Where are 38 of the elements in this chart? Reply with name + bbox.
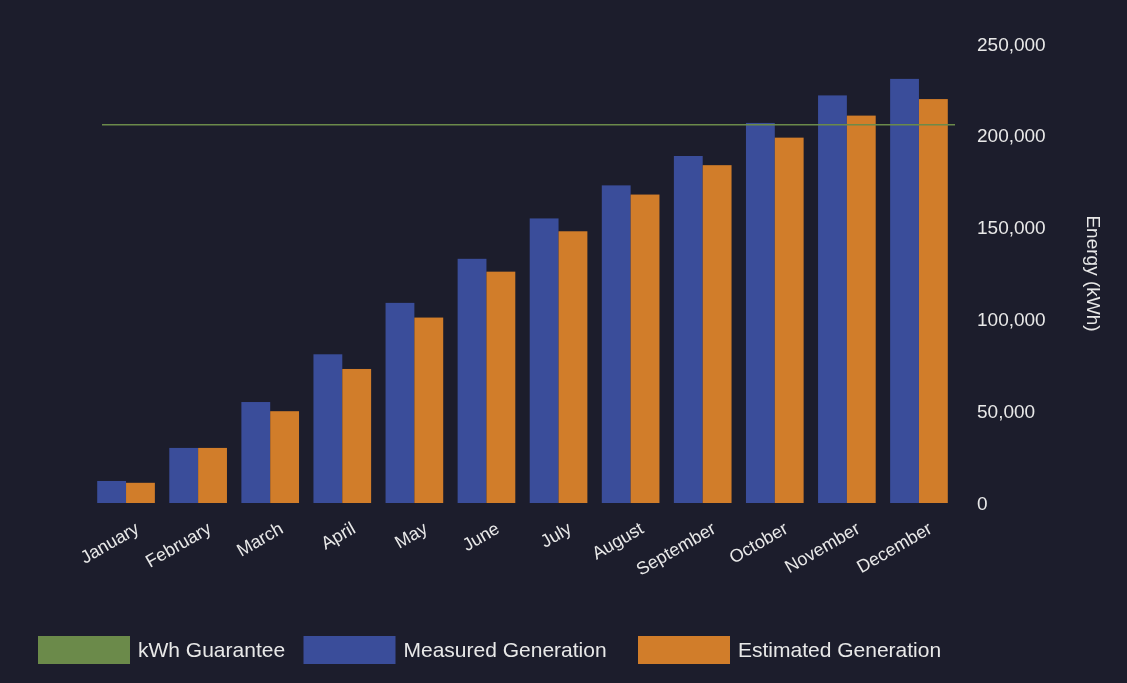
bar [673, 156, 703, 503]
x-tick-label: July [537, 518, 575, 552]
bar [890, 78, 919, 503]
bar [241, 402, 271, 503]
bar [169, 447, 199, 503]
y-tick-label: 0 [977, 492, 988, 514]
legend-label: Measured Generation [403, 638, 607, 662]
y-tick-label: 250,000 [977, 33, 1046, 55]
bar [313, 354, 343, 503]
y-tick-label: 150,000 [977, 217, 1046, 239]
bar [601, 185, 631, 503]
bar [529, 218, 559, 503]
bar [745, 122, 775, 503]
bar [774, 137, 804, 503]
bar [918, 99, 948, 503]
bar [818, 95, 847, 503]
bar [486, 271, 516, 503]
bar [558, 231, 588, 503]
bar [385, 302, 415, 503]
x-tick-label: April [317, 518, 359, 554]
bar [846, 115, 876, 503]
bar [702, 165, 732, 503]
x-tick-label: May [391, 518, 431, 553]
bar [457, 258, 487, 503]
bar [198, 447, 227, 503]
y-tick-label: 50,000 [977, 400, 1036, 422]
bar [342, 368, 372, 503]
y-tick-label: 200,000 [977, 125, 1046, 147]
legend-label: kWh Guarantee [138, 638, 286, 662]
y-tick-label: 100,000 [977, 309, 1046, 331]
legend-label: Estimated Generation [738, 638, 942, 662]
x-tick-label: June [458, 518, 503, 555]
bar [630, 194, 660, 503]
bar [414, 317, 444, 503]
bar [270, 411, 300, 503]
bar [126, 482, 155, 503]
y-axis-title: Energy (kWh) [1083, 215, 1104, 332]
bar [97, 480, 127, 503]
